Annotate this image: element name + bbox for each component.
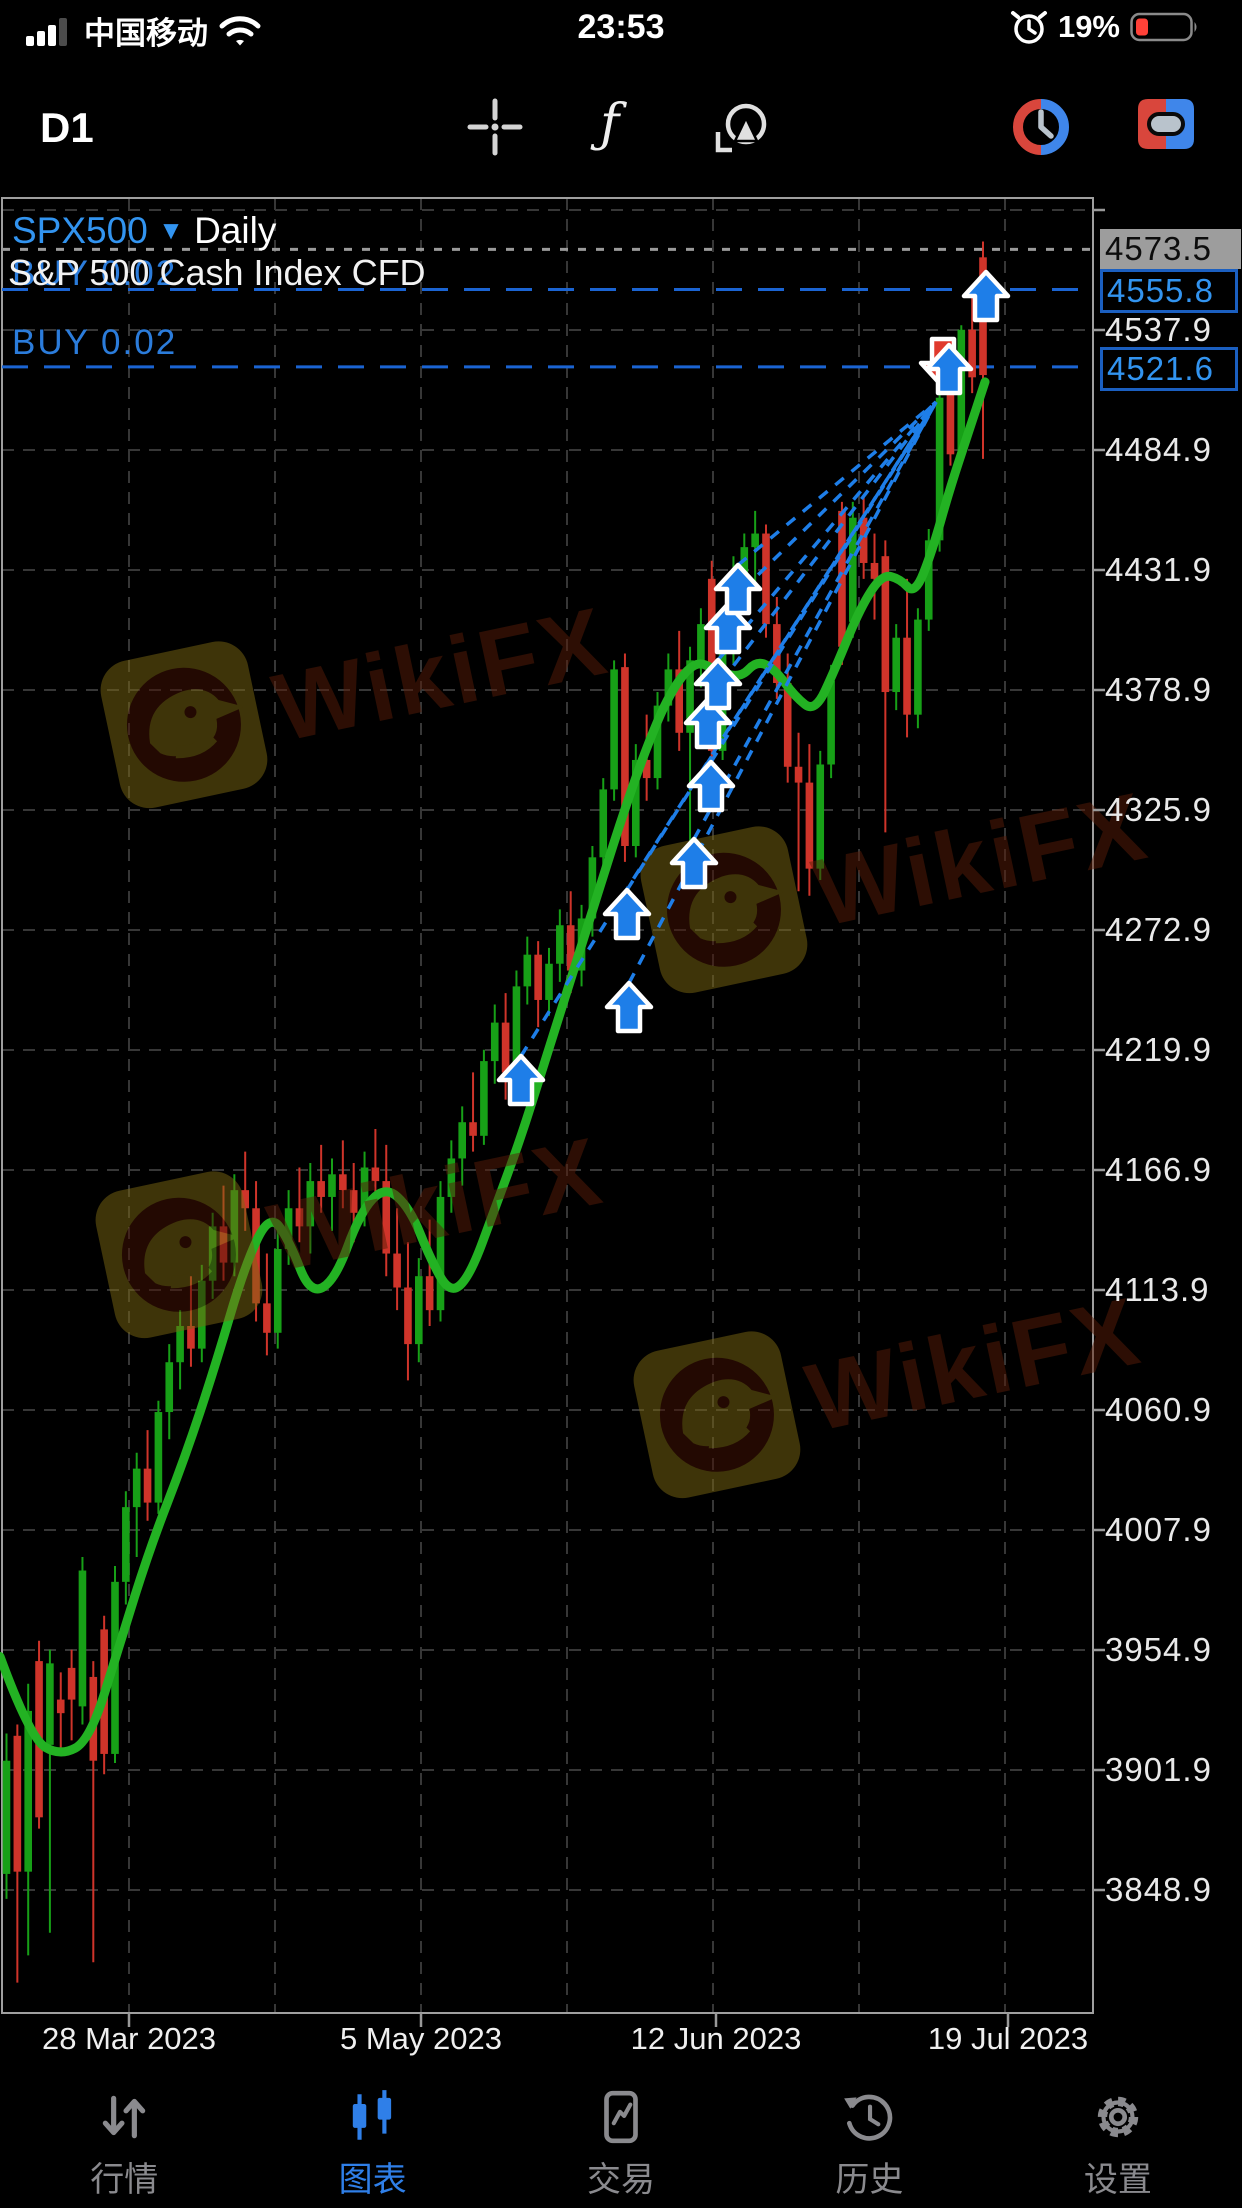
trade-sessions-clock-icon[interactable] bbox=[1010, 96, 1072, 158]
price-tick-label: 4484.9 bbox=[1105, 431, 1212, 468]
instrument-description: S&P 500 Cash Index CFD bbox=[8, 252, 426, 293]
price-axis: 4573.5 4555.8 4521.6 4537.9 4484.9 4431.9 4378… bbox=[1100, 197, 1242, 2077]
clock-time: 23:53 bbox=[577, 8, 665, 46]
price-tick-label: 4060.9 bbox=[1105, 1390, 1212, 1428]
date-tick-label: 19 Jul 2023 bbox=[927, 2021, 1089, 2056]
chart-toolbar: D1 ƒ bbox=[0, 88, 1242, 168]
symbol-selector[interactable]: SPX500 bbox=[12, 210, 148, 251]
tab-charts-label: 图表 bbox=[338, 2161, 407, 2199]
battery-icon bbox=[1130, 12, 1197, 42]
tab-charts[interactable]: 图表 bbox=[248, 2082, 496, 2208]
trade-icon bbox=[604, 2090, 638, 2144]
battery-percent-label: 19% bbox=[1057, 9, 1120, 44]
price-tick-label: 4166.9 bbox=[1105, 1150, 1212, 1188]
price-tick-label: 3954.9 bbox=[1105, 1630, 1212, 1668]
tab-settings[interactable]: 设置 bbox=[994, 2082, 1242, 2208]
grid-lines bbox=[2, 198, 1093, 2013]
tab-quotes-label: 行情 bbox=[90, 2161, 159, 2199]
position-price-label: 4555.8 bbox=[1100, 269, 1238, 314]
chart-border bbox=[1, 197, 1094, 2014]
trade-history-lines bbox=[519, 400, 938, 1057]
current-price-label: 4573.5 bbox=[1100, 229, 1241, 270]
price-tick-label: 3901.9 bbox=[1105, 1750, 1212, 1788]
tab-history[interactable]: 历史 bbox=[745, 2082, 993, 2208]
status-bar: 中国移动 23:53 19% bbox=[0, 0, 1242, 54]
price-tick-label: 4113.9 bbox=[1105, 1270, 1210, 1308]
buy-position-label-1: BUY 0.02 bbox=[12, 254, 178, 293]
wikifx-watermark: WikiFX bbox=[95, 1117, 612, 1339]
wifi-icon bbox=[219, 15, 261, 45]
buy-position-label-2: BUY 0.02 bbox=[12, 323, 178, 362]
tab-trade-label: 交易 bbox=[587, 2161, 656, 2199]
carrier-label: 中国移动 bbox=[84, 16, 208, 51]
quotes-icon bbox=[102, 2095, 146, 2139]
tab-quotes[interactable]: 行情 bbox=[0, 2082, 248, 2208]
price-level-lines bbox=[2, 247, 1093, 369]
price-tick-label: 4431.9 bbox=[1105, 550, 1212, 588]
price-tick-label: 4378.9 bbox=[1105, 670, 1212, 708]
trade-signal-arrows bbox=[496, 269, 1011, 1107]
axis-ticks bbox=[127, 208, 1105, 2027]
one-click-trading-icon[interactable] bbox=[1134, 96, 1198, 152]
tab-trade[interactable]: 交易 bbox=[497, 2082, 745, 2208]
alarm-icon bbox=[1010, 11, 1047, 44]
price-tick-label: 4219.9 bbox=[1105, 1030, 1212, 1068]
timeframe-button[interactable]: D1 bbox=[40, 104, 94, 151]
chevron-down-icon: ▼ bbox=[158, 215, 184, 245]
crosshair-icon[interactable] bbox=[467, 96, 523, 158]
svg-text:WikiFX: WikiFX bbox=[265, 587, 617, 762]
chart-canvas[interactable]: WikiFX WikiFX WikiFX WikiFX SPX500 ▼ Daily … bbox=[0, 197, 1242, 2077]
settings-gear-icon bbox=[1097, 2096, 1139, 2138]
period-label: Daily bbox=[194, 210, 277, 251]
wikifx-watermark: WikiFX bbox=[100, 587, 617, 809]
date-tick-label: 12 Jun 2023 bbox=[630, 2021, 802, 2056]
history-icon bbox=[844, 2094, 893, 2141]
charts-icon bbox=[352, 2090, 391, 2140]
price-tick-label: 4537.9 bbox=[1105, 311, 1212, 348]
date-tick-label: 28 Mar 2023 bbox=[41, 2021, 217, 2056]
objects-icon[interactable] bbox=[712, 96, 776, 162]
bottom-tab-bar: 行情 图表 交易 历史 设置 bbox=[0, 2082, 1242, 2208]
tab-settings-label: 设置 bbox=[1083, 2161, 1152, 2199]
date-tick-label: 5 May 2023 bbox=[340, 2021, 502, 2056]
candles bbox=[2, 241, 987, 1983]
tab-history-label: 历史 bbox=[835, 2161, 904, 2199]
cellular-signal-icon bbox=[26, 17, 67, 46]
position-price-label: 4521.6 bbox=[1100, 346, 1238, 391]
price-tick-label: 3848.9 bbox=[1105, 1870, 1212, 1908]
price-tick-label: 4272.9 bbox=[1105, 910, 1212, 948]
price-tick-label: 4325.9 bbox=[1105, 790, 1212, 828]
price-tick-label: 4007.9 bbox=[1105, 1510, 1212, 1548]
indicators-icon[interactable]: ƒ bbox=[600, 94, 620, 154]
svg-text:WikiFX: WikiFX bbox=[798, 1277, 1150, 1452]
